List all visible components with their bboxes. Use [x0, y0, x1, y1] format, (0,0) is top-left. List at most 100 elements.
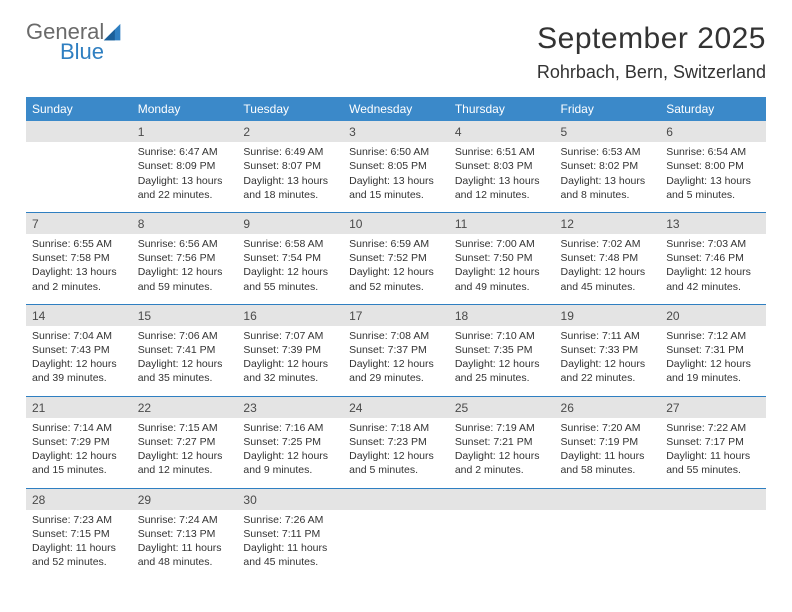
weekday-header: Tuesday	[237, 97, 343, 121]
sunrise-text: Sunrise: 7:07 AM	[243, 329, 337, 343]
weekday-header: Sunday	[26, 97, 132, 121]
daylight2-text: and 39 minutes.	[32, 371, 126, 385]
day-number: 21	[26, 396, 132, 418]
daylight1-text: Daylight: 12 hours	[561, 357, 655, 371]
day-cell: Sunrise: 6:55 AMSunset: 7:58 PMDaylight:…	[26, 234, 132, 304]
calendar-page: General Blue September 2025 Rohrbach, Be…	[0, 0, 792, 579]
day-number: 17	[343, 304, 449, 326]
day-cell: Sunrise: 6:50 AMSunset: 8:05 PMDaylight:…	[343, 142, 449, 212]
daylight2-text: and 12 minutes.	[138, 463, 232, 477]
sunrise-text: Sunrise: 7:08 AM	[349, 329, 443, 343]
sunrise-text: Sunrise: 7:26 AM	[243, 513, 337, 527]
daylight2-text: and 22 minutes.	[561, 371, 655, 385]
sunrise-text: Sunrise: 7:22 AM	[666, 421, 760, 435]
day-cell	[343, 510, 449, 580]
day-number: 10	[343, 212, 449, 234]
day-cell	[660, 510, 766, 580]
daylight2-text: and 22 minutes.	[138, 188, 232, 202]
daylight1-text: Daylight: 11 hours	[561, 449, 655, 463]
daylight2-text: and 19 minutes.	[666, 371, 760, 385]
day-cell: Sunrise: 7:26 AMSunset: 7:11 PMDaylight:…	[237, 510, 343, 580]
sunset-text: Sunset: 7:23 PM	[349, 435, 443, 449]
day-number: 25	[449, 396, 555, 418]
day-number: 20	[660, 304, 766, 326]
sunrise-text: Sunrise: 7:02 AM	[561, 237, 655, 251]
sunrise-text: Sunrise: 7:24 AM	[138, 513, 232, 527]
sunset-text: Sunset: 7:54 PM	[243, 251, 337, 265]
daylight1-text: Daylight: 13 hours	[138, 174, 232, 188]
day-cell: Sunrise: 7:22 AMSunset: 7:17 PMDaylight:…	[660, 418, 766, 488]
day-number-row: 282930	[26, 488, 766, 510]
sunrise-text: Sunrise: 6:49 AM	[243, 145, 337, 159]
daylight1-text: Daylight: 12 hours	[138, 265, 232, 279]
daylight2-text: and 8 minutes.	[561, 188, 655, 202]
sunrise-text: Sunrise: 6:59 AM	[349, 237, 443, 251]
sunrise-text: Sunrise: 7:12 AM	[666, 329, 760, 343]
day-cell: Sunrise: 7:24 AMSunset: 7:13 PMDaylight:…	[132, 510, 238, 580]
day-number	[343, 488, 449, 510]
sunset-text: Sunset: 7:29 PM	[32, 435, 126, 449]
daylight2-text: and 2 minutes.	[32, 280, 126, 294]
daylight2-text: and 35 minutes.	[138, 371, 232, 385]
header: General Blue September 2025 Rohrbach, Be…	[26, 22, 766, 83]
day-cell: Sunrise: 7:14 AMSunset: 7:29 PMDaylight:…	[26, 418, 132, 488]
daylight2-text: and 9 minutes.	[243, 463, 337, 477]
daylight1-text: Daylight: 12 hours	[349, 449, 443, 463]
day-number-row: 78910111213	[26, 212, 766, 234]
daylight1-text: Daylight: 12 hours	[349, 265, 443, 279]
sunset-text: Sunset: 7:41 PM	[138, 343, 232, 357]
day-number	[660, 488, 766, 510]
day-number-row: 14151617181920	[26, 304, 766, 326]
weekday-header: Thursday	[449, 97, 555, 121]
day-cell: Sunrise: 7:18 AMSunset: 7:23 PMDaylight:…	[343, 418, 449, 488]
day-cell: Sunrise: 7:04 AMSunset: 7:43 PMDaylight:…	[26, 326, 132, 396]
daylight1-text: Daylight: 12 hours	[666, 357, 760, 371]
day-number-row: 123456	[26, 121, 766, 142]
sunset-text: Sunset: 7:52 PM	[349, 251, 443, 265]
day-number	[555, 488, 661, 510]
day-number: 2	[237, 121, 343, 142]
day-number: 28	[26, 488, 132, 510]
sunset-text: Sunset: 7:33 PM	[561, 343, 655, 357]
day-cell: Sunrise: 7:07 AMSunset: 7:39 PMDaylight:…	[237, 326, 343, 396]
day-number: 22	[132, 396, 238, 418]
day-cell: Sunrise: 7:23 AMSunset: 7:15 PMDaylight:…	[26, 510, 132, 580]
day-number	[26, 121, 132, 142]
sunrise-text: Sunrise: 6:50 AM	[349, 145, 443, 159]
sunset-text: Sunset: 7:46 PM	[666, 251, 760, 265]
daylight2-text: and 55 minutes.	[666, 463, 760, 477]
day-cell: Sunrise: 7:06 AMSunset: 7:41 PMDaylight:…	[132, 326, 238, 396]
sunset-text: Sunset: 7:21 PM	[455, 435, 549, 449]
day-number: 23	[237, 396, 343, 418]
day-detail-row: Sunrise: 6:55 AMSunset: 7:58 PMDaylight:…	[26, 234, 766, 304]
weekday-header: Friday	[555, 97, 661, 121]
day-number: 8	[132, 212, 238, 234]
day-cell: Sunrise: 7:02 AMSunset: 7:48 PMDaylight:…	[555, 234, 661, 304]
weekday-header: Wednesday	[343, 97, 449, 121]
sunset-text: Sunset: 7:48 PM	[561, 251, 655, 265]
day-number: 1	[132, 121, 238, 142]
sunset-text: Sunset: 8:02 PM	[561, 159, 655, 173]
day-number: 3	[343, 121, 449, 142]
sunrise-text: Sunrise: 7:11 AM	[561, 329, 655, 343]
sunset-text: Sunset: 7:27 PM	[138, 435, 232, 449]
day-cell	[555, 510, 661, 580]
sunset-text: Sunset: 7:50 PM	[455, 251, 549, 265]
sunset-text: Sunset: 8:09 PM	[138, 159, 232, 173]
sunrise-text: Sunrise: 7:10 AM	[455, 329, 549, 343]
calendar-body: 123456Sunrise: 6:47 AMSunset: 8:09 PMDay…	[26, 121, 766, 579]
daylight1-text: Daylight: 11 hours	[138, 541, 232, 555]
daylight2-text: and 58 minutes.	[561, 463, 655, 477]
day-cell	[449, 510, 555, 580]
location: Rohrbach, Bern, Switzerland	[537, 62, 766, 83]
daylight2-text: and 29 minutes.	[349, 371, 443, 385]
sunset-text: Sunset: 7:39 PM	[243, 343, 337, 357]
daylight1-text: Daylight: 12 hours	[32, 357, 126, 371]
sunset-text: Sunset: 7:56 PM	[138, 251, 232, 265]
sunset-text: Sunset: 7:17 PM	[666, 435, 760, 449]
sail-icon	[102, 22, 124, 44]
daylight1-text: Daylight: 12 hours	[243, 449, 337, 463]
day-detail-row: Sunrise: 7:04 AMSunset: 7:43 PMDaylight:…	[26, 326, 766, 396]
day-cell: Sunrise: 7:10 AMSunset: 7:35 PMDaylight:…	[449, 326, 555, 396]
day-cell: Sunrise: 6:59 AMSunset: 7:52 PMDaylight:…	[343, 234, 449, 304]
